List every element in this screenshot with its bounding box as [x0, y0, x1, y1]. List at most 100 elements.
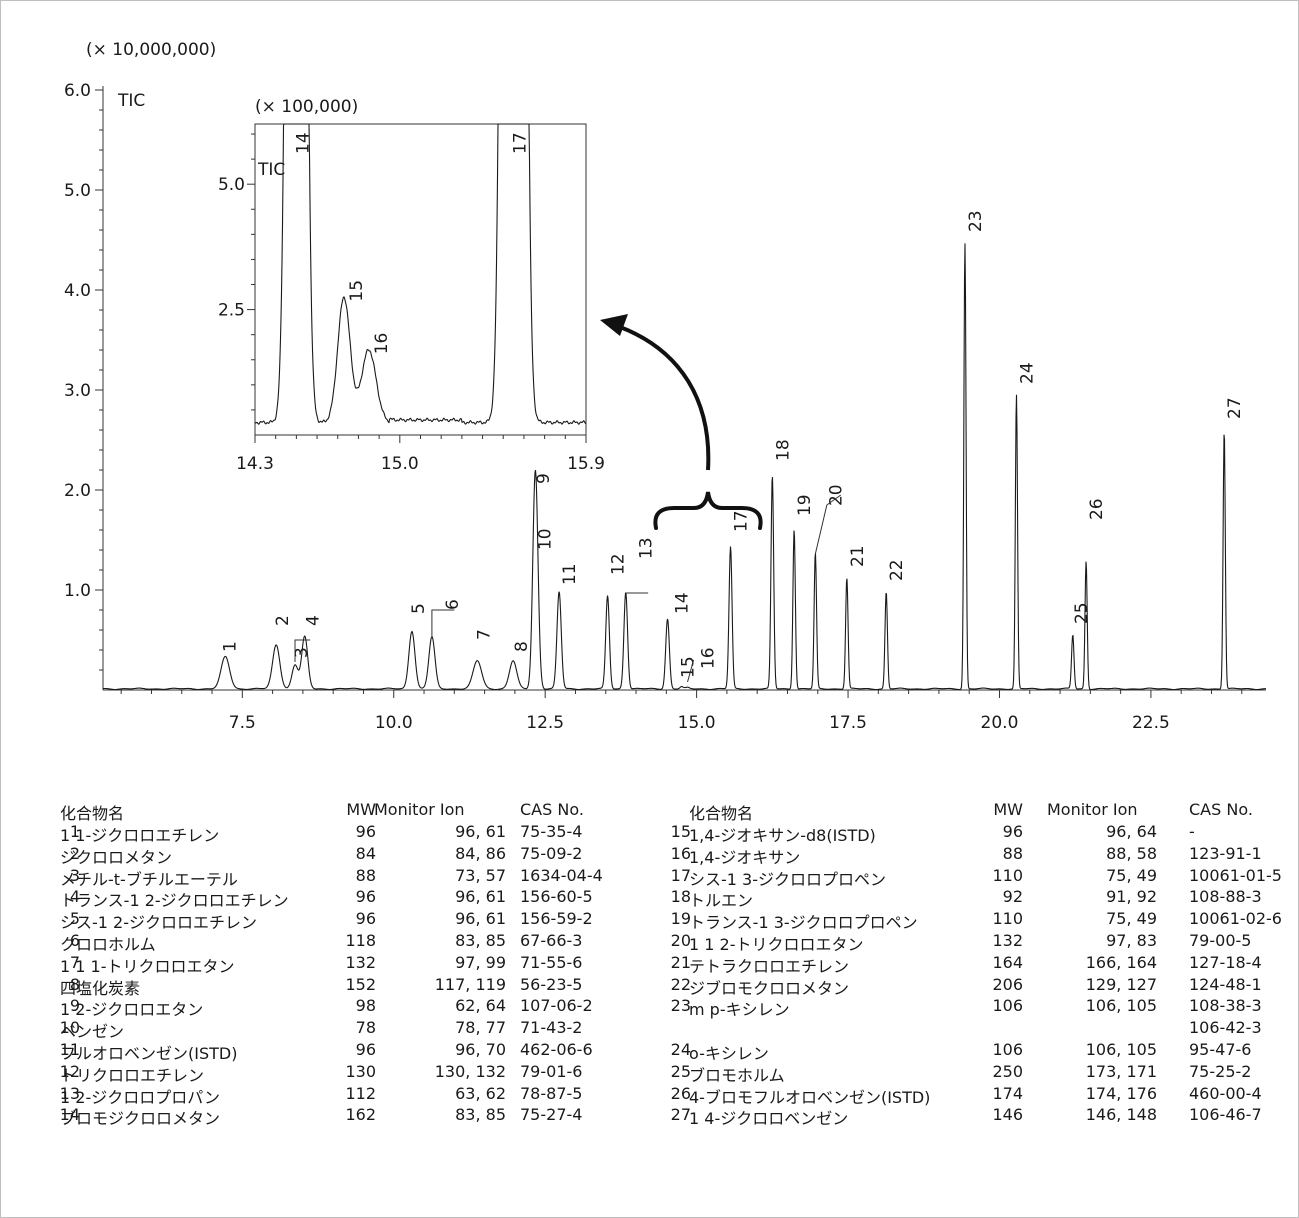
cas-number: 75-27-4: [520, 1105, 583, 1125]
table-row: 23 m p-キシレン 106 106, 105 108-38-3: [665, 996, 1299, 1019]
compound-number: 24: [670, 1040, 691, 1059]
compound-number: 4: [69, 887, 80, 907]
monitor-ion: 96, 70: [455, 1040, 506, 1059]
molecular-weight: 110: [992, 909, 1023, 929]
monitor-ion: 106, 105: [1085, 996, 1157, 1016]
zoom-arrow: [619, 325, 711, 471]
monitor-ion: 166, 164: [1085, 952, 1157, 972]
compound-name: トルエン: [689, 891, 754, 911]
molecular-weight: 84: [355, 843, 376, 863]
inset-y-tick-label: 2.5: [218, 301, 245, 321]
compound-name: o-キシレン: [689, 1044, 769, 1063]
compound-number: 8: [69, 974, 80, 994]
monitor-ion: 96, 64: [1106, 822, 1157, 841]
header-ion: Monitor Ion: [374, 800, 465, 819]
compound-number: 23: [670, 996, 691, 1016]
inset-peak-label-14: 14: [293, 132, 313, 154]
y-tick-label: 6.0: [64, 81, 91, 101]
x-tick-label: 22.5: [1132, 713, 1170, 733]
peak-label-6: 6: [443, 599, 463, 610]
compound-name: フルオロベンゼン(ISTD): [60, 1044, 238, 1063]
compound-name: トリクロロエチレン: [60, 1065, 205, 1085]
molecular-weight: 118: [345, 931, 376, 950]
y-tick-label: 1.0: [64, 581, 91, 601]
compound-number: 19: [670, 909, 691, 929]
header-name: 化合物名: [60, 804, 125, 823]
monitor-ion: 63, 62: [455, 1083, 506, 1103]
monitor-ion: 62, 64: [455, 996, 506, 1016]
compound-table-right: 化合物名 MW Monitor Ion CAS No. 15 1,4-ジオキサン-d8(I…: [665, 800, 1295, 1128]
compound-name: 1 2-ジクロロプロパン: [60, 1087, 221, 1107]
compound-number: 9: [69, 996, 80, 1016]
peak-label-25: 25: [1072, 602, 1092, 624]
peak-label-20: 20: [826, 484, 846, 506]
table-row: 13 1 2-ジクロロプロパン 112 63, 62 78-87-5: [36, 1083, 676, 1107]
molecular-weight: 132: [345, 952, 376, 972]
molecular-weight: 92: [1002, 887, 1023, 907]
table-row: 17 シス-1 3-ジクロロプロペン 110 75, 49 10061-01-5: [665, 865, 1299, 889]
peak-label-17: 17: [732, 510, 752, 532]
compound-number: 6: [69, 931, 80, 950]
compound-name: 1 1 2-トリクロロエタン: [689, 935, 864, 954]
compound-name: 1 1-ジクロロエチレン: [60, 826, 220, 845]
compound-number: 21: [670, 952, 691, 972]
x-tick-label: 15.0: [678, 713, 716, 733]
compound-name: トランス-1 2-ジクロロエチレン: [60, 891, 289, 911]
cas-number: 462-06-6: [520, 1040, 593, 1059]
monitor-ion: 83, 85: [455, 1105, 506, 1125]
compound-name: ジブロモクロロメタン: [689, 978, 850, 998]
peak-label-19: 19: [795, 494, 815, 516]
peak-label-12: 12: [609, 553, 629, 575]
monitor-ion: 88, 58: [1106, 843, 1157, 863]
inset-x-tick-label: 15.9: [567, 454, 605, 474]
compound-number: 17: [670, 865, 691, 885]
table-row: 19 トランス-1 3-ジクロロプロペン 110 75, 49 10061-02-6: [665, 909, 1299, 933]
molecular-weight: 152: [345, 974, 376, 994]
monitor-ion: 75, 49: [1106, 865, 1157, 885]
compound-number: 5: [69, 909, 80, 929]
compound-name: 1,4-ジオキサン: [689, 847, 801, 867]
table-row: 26 4-ブロモフルオロベンゼン(ISTD) 174 174, 176 460-00-4: [665, 1083, 1299, 1107]
tic-trace: [103, 243, 1267, 691]
compound-name: ジクロロメタン: [60, 847, 173, 867]
leader-16: [687, 659, 695, 683]
header-cas: CAS No.: [520, 800, 584, 819]
inset-x-tick-label: 15.0: [381, 454, 419, 474]
peak-label-22: 22: [887, 559, 907, 581]
molecular-weight: 96: [355, 909, 376, 929]
molecular-weight: 110: [992, 865, 1023, 885]
cas-number: 10061-01-5: [1189, 865, 1282, 885]
table-row: 14 ブロモジクロロメタン 162 83, 85 75-27-4: [36, 1105, 676, 1128]
molecular-weight: 88: [355, 865, 376, 885]
inset-x-tick-label: 14.3: [236, 454, 274, 474]
x-tick-label: 10.0: [375, 713, 413, 733]
peak-label-3: 3: [292, 647, 312, 658]
molecular-weight: 106: [992, 1040, 1023, 1059]
molecular-weight: 174: [992, 1083, 1023, 1103]
chromatogram-figure: 1.0 2.0 3.0 4.0 5.0 6.0 7.5 10.0 12.5 15.0 17.5 20.…: [64, 40, 1267, 733]
cas-number: 460-00-4: [1189, 1083, 1262, 1103]
monitor-ion: 129, 127: [1085, 974, 1157, 994]
table-row: 3 メチル-t-ブチルエーテル 88 73, 57 1634-04-4: [36, 865, 676, 889]
peak-label-21: 21: [848, 545, 868, 567]
molecular-weight: 78: [355, 1018, 376, 1038]
compound-name: 1 1 1-トリクロロエタン: [60, 956, 235, 976]
compound-number: 10: [59, 1018, 80, 1038]
compound-name: シス-1 2-ジクロロエチレン: [60, 913, 257, 933]
monitor-ion: 91, 92: [1106, 887, 1157, 907]
monitor-ion: 96, 61: [455, 822, 506, 841]
y-scale-label: (× 10,000,000): [86, 40, 216, 60]
cas-number: -: [1189, 822, 1195, 841]
molecular-weight: 112: [345, 1083, 376, 1103]
cas-number: 75-25-2: [1189, 1061, 1252, 1081]
compound-name: トランス-1 3-ジクロロプロペン: [689, 913, 918, 933]
table-header-right: 化合物名 MW Monitor Ion CAS No.: [665, 800, 1299, 823]
peak-label-9: 9: [534, 473, 554, 484]
molecular-weight: 130: [345, 1061, 376, 1081]
table-row: 15 1,4-ジオキサン-d8(ISTD) 96 96, 64 -: [665, 822, 1299, 845]
cas-number: 108-88-3: [1189, 887, 1262, 907]
compound-number: 25: [670, 1061, 691, 1081]
leader-20: [814, 494, 842, 555]
inset-trace: [254, 123, 587, 425]
